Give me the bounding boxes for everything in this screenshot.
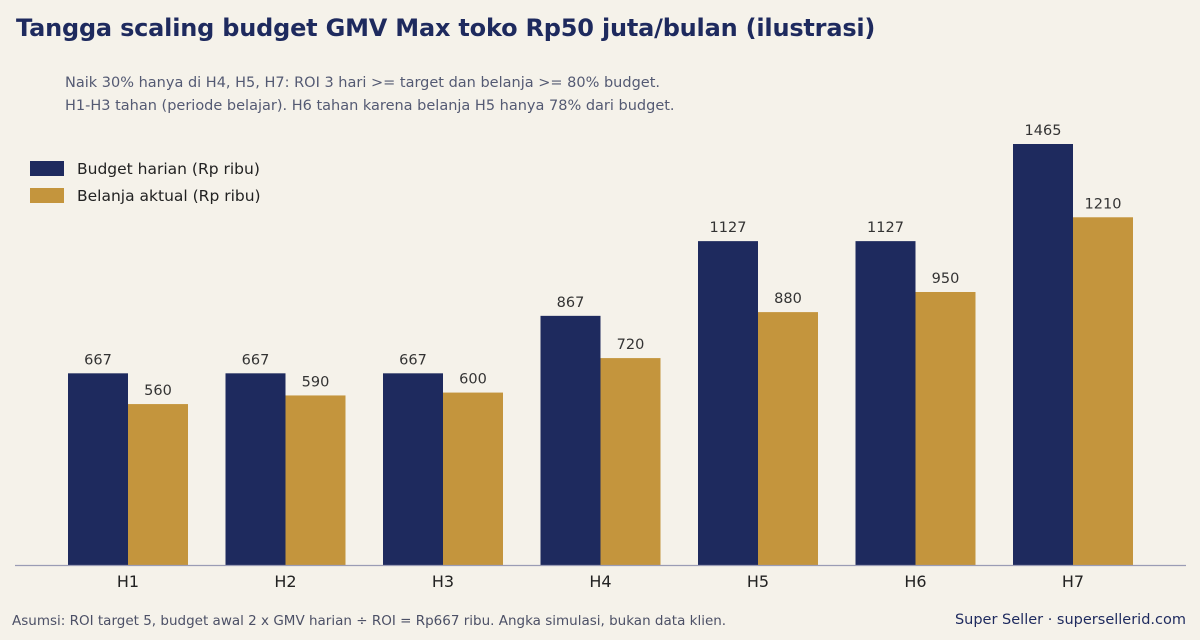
x-tick-label-h5: H5 <box>747 572 769 591</box>
value-label-spend-h2: 590 <box>302 374 330 390</box>
bar-spend-h2 <box>285 395 346 565</box>
bar-spend-h7 <box>1073 217 1133 566</box>
x-tick-label-h1: H1 <box>117 572 139 591</box>
footer-note: Asumsi: ROI target 5, budget awal 2 x GM… <box>12 613 727 629</box>
legend-item-budget: Budget harian (Rp ribu) <box>30 155 261 182</box>
bar-spend-h6 <box>915 291 976 565</box>
value-label-spend-h7: 1210 <box>1085 196 1122 212</box>
chart-title: Tangga scaling budget GMV Max toko Rp50 … <box>16 14 876 42</box>
bar-budget-h1 <box>68 373 128 565</box>
value-label-spend-h4: 720 <box>617 337 645 353</box>
bar-budget-h2 <box>225 373 286 565</box>
subtitle-line-1: Naik 30% hanya di H4, H5, H7: ROI 3 hari… <box>65 75 660 91</box>
footer-brand: Super Seller · supersellerid.com <box>954 612 1186 628</box>
legend-label-spend: Belanja aktual (Rp ribu) <box>77 186 261 205</box>
chart-subtitle: Naik 30% hanya di H4, H5, H7: ROI 3 hari… <box>65 72 675 118</box>
value-label-spend-h1: 560 <box>144 383 172 399</box>
legend-item-spend: Belanja aktual (Rp ribu) <box>30 182 261 209</box>
x-tick-label-h4: H4 <box>589 572 611 591</box>
value-label-budget-h2: 667 <box>242 352 270 368</box>
bar-budget-h4 <box>540 315 601 565</box>
legend-label-budget: Budget harian (Rp ribu) <box>77 159 260 178</box>
bar-budget-h5 <box>698 241 758 565</box>
bar-spend-h5 <box>758 312 818 565</box>
bar-budget-h3 <box>383 373 443 565</box>
chart-legend: Budget harian (Rp ribu) Belanja aktual (… <box>30 155 261 209</box>
bar-spend-h4 <box>600 358 661 565</box>
x-tick-label-h2: H2 <box>274 572 296 591</box>
bar-budget-h6 <box>855 241 916 565</box>
value-label-spend-h5: 880 <box>774 291 802 307</box>
value-label-budget-h3: 667 <box>399 352 427 368</box>
value-label-budget-h5: 1127 <box>710 220 747 236</box>
value-label-budget-h1: 667 <box>84 352 112 368</box>
x-tick-label-h3: H3 <box>432 572 454 591</box>
value-label-spend-h3: 600 <box>459 372 487 388</box>
bar-budget-h7 <box>1013 144 1073 565</box>
bar-spend-h3 <box>443 392 503 565</box>
subtitle-line-2: H1-H3 tahan (periode belajar). H6 tahan … <box>65 98 675 114</box>
value-label-budget-h4: 867 <box>557 295 585 311</box>
legend-swatch-budget <box>30 161 64 176</box>
value-label-spend-h6: 950 <box>932 271 960 287</box>
value-label-budget-h6: 1127 <box>867 220 904 236</box>
x-tick-labels-group: H1 H2 H3 H4 H5 H6 H7 <box>117 572 1084 591</box>
value-label-budget-h7: 1465 <box>1025 123 1062 139</box>
legend-swatch-spend <box>30 188 64 203</box>
x-tick-label-h6: H6 <box>904 572 926 591</box>
x-tick-label-h7: H7 <box>1062 572 1084 591</box>
bar-spend-h1 <box>128 404 188 565</box>
value-labels-group: 667 560 667 590 667 600 867 720 1127 880 1127 950 14… <box>84 123 1121 399</box>
bars-group <box>68 144 1133 566</box>
